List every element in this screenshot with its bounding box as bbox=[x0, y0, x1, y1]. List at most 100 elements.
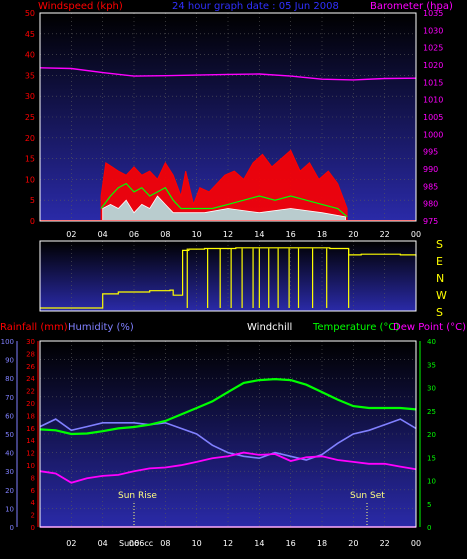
humidity-y-tick-label: 40 bbox=[5, 450, 14, 458]
rainfall-y-tick-label: 10 bbox=[26, 462, 35, 470]
rainfall-y-tick-label: 8 bbox=[31, 474, 35, 482]
baro-y-tick-label: 1035 bbox=[423, 9, 443, 18]
barometer-axis-title: Barometer (hpa) bbox=[370, 1, 453, 12]
humidity-y-tick-label: 80 bbox=[5, 375, 14, 383]
humidity-y-tick-label: 30 bbox=[5, 468, 14, 476]
baro-y-tick-label: 1000 bbox=[423, 130, 443, 139]
baro-y-tick-label: 1030 bbox=[423, 26, 443, 35]
rainfall-y-tick-label: 22 bbox=[26, 388, 35, 396]
x-tick-label: 06 bbox=[129, 230, 139, 239]
temp-x-axis: 02 04 06 08 10 12 14 16 18 20 22 00 bbox=[66, 539, 421, 548]
wind-y-tick-label: 10 bbox=[25, 175, 35, 184]
wind-y-tick-label: 0 bbox=[30, 217, 35, 226]
temperature-y-tick-label: 30 bbox=[427, 385, 436, 393]
x-tick-label: 04 bbox=[98, 230, 108, 239]
rainfall-y-tick-label: 18 bbox=[26, 412, 35, 420]
humidity-y-tick-label: 20 bbox=[5, 487, 14, 495]
x-tick-label: 12 bbox=[223, 539, 233, 548]
temperature-y-tick-label: 15 bbox=[427, 454, 436, 462]
x-tick-label: 18 bbox=[317, 539, 327, 548]
x-tick-label: 22 bbox=[380, 539, 390, 548]
temperature-y-tick-label: 10 bbox=[427, 478, 436, 486]
x-tick-label: 08 bbox=[160, 230, 170, 239]
windchill-legend: Windchill bbox=[247, 322, 292, 333]
wind-y-tick-label: 50 bbox=[25, 9, 35, 18]
temperature-y-tick-label: 40 bbox=[427, 338, 436, 346]
temperature-legend: Temperature (°C) bbox=[312, 322, 399, 333]
wind-x-axis: 02 04 06 08 10 12 14 16 18 20 22 00 bbox=[66, 230, 421, 239]
wind-y-tick-label: 25 bbox=[25, 113, 35, 122]
x-tick-label: 10 bbox=[192, 230, 202, 239]
x-tick-label: 16 bbox=[286, 539, 296, 548]
temperature-y-tick-label: 0 bbox=[427, 524, 431, 532]
x-tick-label: 20 bbox=[348, 539, 358, 548]
x-tick-label: 02 bbox=[66, 539, 76, 548]
baro-y-tick-label: 975 bbox=[423, 217, 438, 226]
direction-panel-frame bbox=[39, 240, 417, 312]
x-tick-label: 22 bbox=[380, 230, 390, 239]
rainfall-y-tick-label: 28 bbox=[26, 350, 35, 358]
wind-y-tick-label: 40 bbox=[25, 51, 35, 60]
humidity-y-tick-label: 100 bbox=[1, 338, 14, 346]
rainfall-y-tick-label: 4 bbox=[31, 499, 36, 507]
graph-title: 24 hour graph date : 05 Jun 2008 bbox=[172, 1, 339, 12]
temperature-y-tick-label: 25 bbox=[427, 408, 436, 416]
wind-y-tick-label: 30 bbox=[25, 92, 35, 101]
rainfall-y-tick-label: 14 bbox=[26, 437, 35, 445]
baro-y-tick-label: 995 bbox=[423, 148, 438, 157]
wind-y-tick-label: 45 bbox=[25, 30, 35, 39]
rainfall-y-tick-label: 6 bbox=[31, 487, 36, 495]
wind-mid-line bbox=[100, 182, 348, 218]
baro-y-tick-label: 1015 bbox=[423, 78, 443, 87]
humidity-line bbox=[39, 418, 417, 461]
humidity-y-axis: 0 10 20 30 40 50 60 70 80 90 100 bbox=[1, 338, 18, 532]
sunrise-label: Sun Rise bbox=[118, 491, 157, 501]
rainfall-y-tick-label: 16 bbox=[26, 425, 35, 433]
rainfall-y-tick-label: 12 bbox=[26, 450, 35, 458]
temp-panel-frame bbox=[39, 340, 417, 528]
barometer-line bbox=[39, 67, 417, 81]
wind-y-axis: 0 5 10 15 20 25 30 35 40 45 50 bbox=[25, 9, 35, 226]
wind-y-tick-label: 15 bbox=[25, 155, 35, 164]
direction-label-w: W bbox=[436, 289, 447, 302]
x-tick-label: 14 bbox=[254, 539, 264, 548]
baro-y-tick-label: 1010 bbox=[423, 96, 443, 105]
x-tick-label: 20 bbox=[348, 230, 358, 239]
temperature-y-tick-label: 20 bbox=[427, 431, 436, 439]
temperature-line bbox=[39, 377, 417, 436]
wind-direction-line bbox=[40, 247, 417, 309]
rainfall-y-tick-label: 2 bbox=[31, 512, 35, 520]
humidity-legend: Humidity (%) bbox=[68, 322, 134, 333]
humidity-y-tick-label: 10 bbox=[5, 505, 14, 513]
x-tick-label: 18 bbox=[317, 230, 327, 239]
baro-y-tick-label: 1025 bbox=[423, 44, 443, 53]
baro-y-tick-label: 1005 bbox=[423, 113, 443, 122]
direction-label-e: E bbox=[436, 255, 443, 268]
direction-label-s-bottom: S bbox=[436, 306, 443, 319]
x-tick-label: 16 bbox=[286, 230, 296, 239]
rainfall-y-tick-label: 0 bbox=[31, 524, 35, 532]
sunset-label: Sun Set bbox=[350, 491, 385, 501]
x-tick-label: 04 bbox=[98, 539, 108, 548]
temperature-y-tick-label: 5 bbox=[427, 501, 431, 509]
windspeed-axis-title: Windspeed (kph) bbox=[38, 1, 123, 12]
x-tick-label: 08 bbox=[160, 539, 170, 548]
baro-y-tick-label: 1020 bbox=[423, 61, 443, 70]
baro-y-tick-label: 985 bbox=[423, 182, 438, 191]
x-tick-label: 12 bbox=[223, 230, 233, 239]
direction-panel-series bbox=[40, 247, 417, 309]
temperature-y-tick-label: 35 bbox=[427, 361, 436, 369]
wind-y-tick-label: 35 bbox=[25, 71, 35, 80]
humidity-y-tick-label: 90 bbox=[5, 357, 14, 365]
direction-label-s-top: S bbox=[436, 238, 443, 251]
sunrise-time-label: Sun06cc bbox=[119, 539, 153, 548]
barometer-y-axis: 975 980 985 990 995 1000 1005 1010 1015 1020 1025 1… bbox=[423, 9, 443, 226]
direction-labels: S E N W S bbox=[436, 238, 447, 319]
dewpoint-legend: Dew Point (°C) bbox=[393, 322, 466, 333]
wind-gust-area bbox=[102, 195, 346, 222]
rainfall-y-tick-label: 20 bbox=[26, 400, 35, 408]
rainfall-y-tick-label: 26 bbox=[26, 363, 35, 371]
